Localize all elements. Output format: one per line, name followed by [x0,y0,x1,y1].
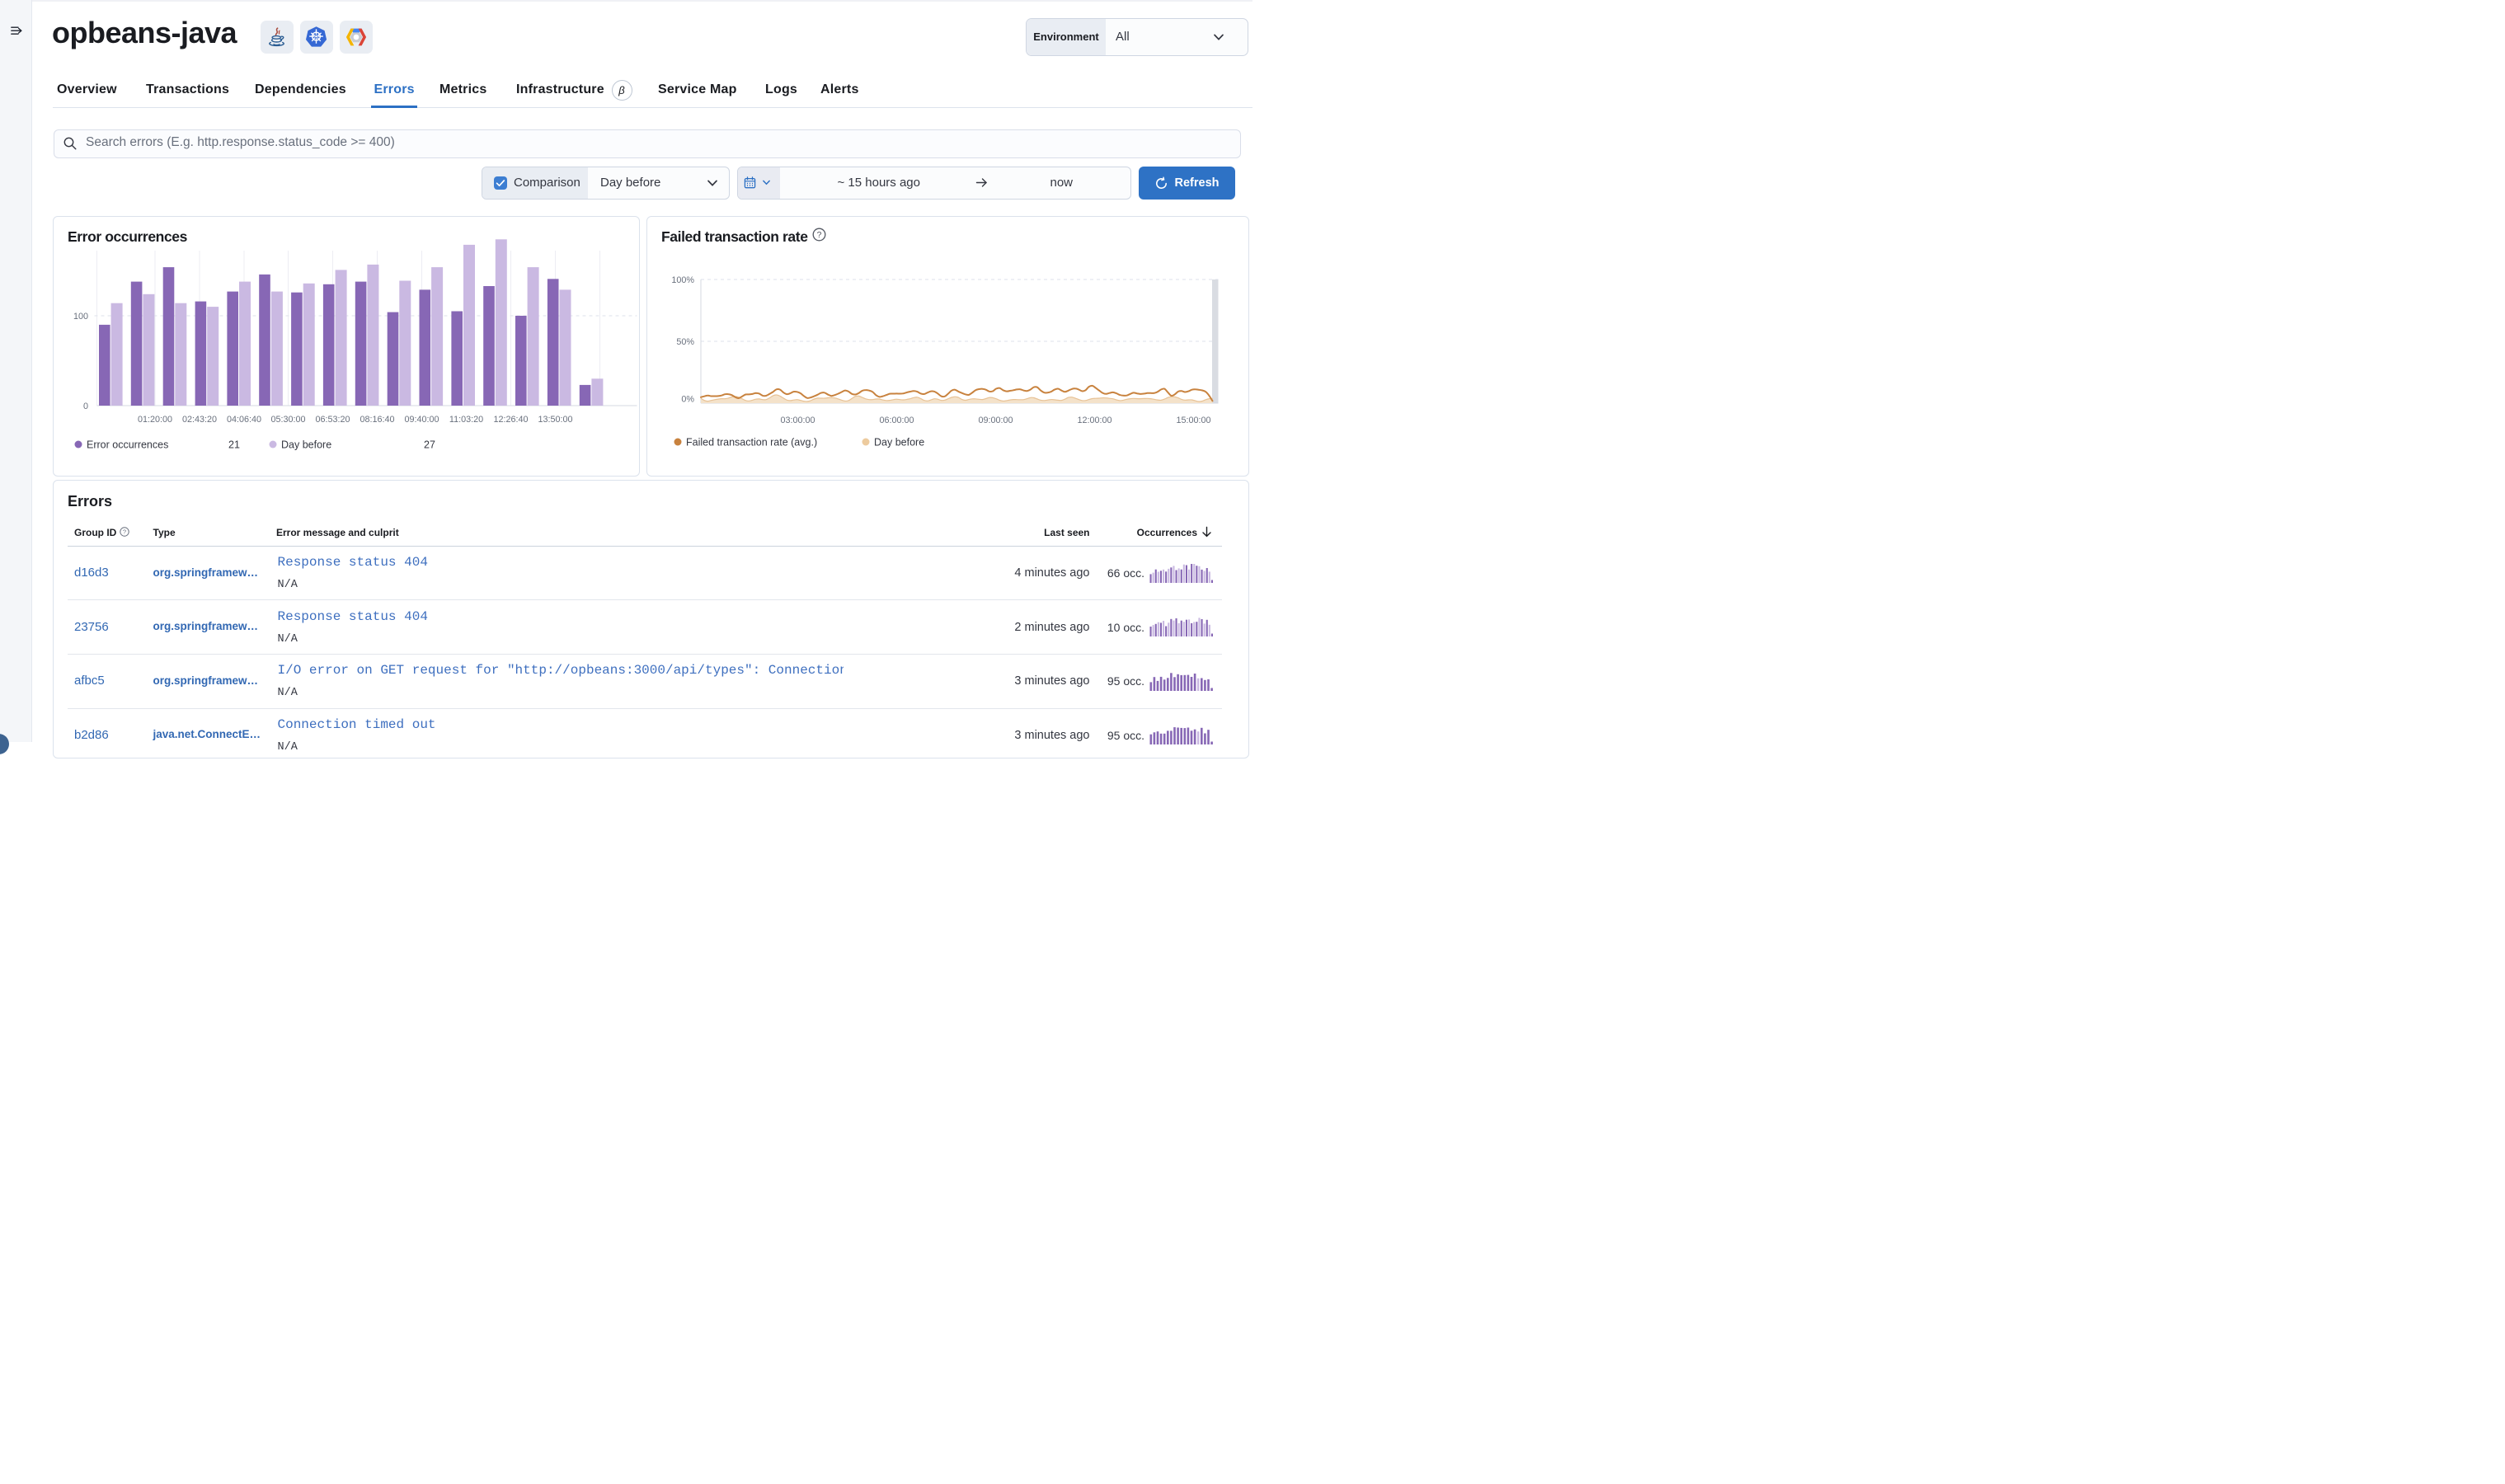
svg-text:12:26:40: 12:26:40 [493,415,528,425]
svg-text:Failed transaction rate (avg.): Failed transaction rate (avg.) [686,437,817,448]
svg-text:Day before: Day before [874,437,924,448]
svg-text:05:30:00: 05:30:00 [270,415,305,425]
svg-text:0: 0 [83,402,88,411]
svg-text:15:00:00: 15:00:00 [1176,416,1210,425]
svg-text:11:03:20: 11:03:20 [449,415,483,425]
svg-text:27: 27 [424,439,435,451]
svg-text:03:00:00: 03:00:00 [780,416,815,425]
svg-text:12:00:00: 12:00:00 [1077,416,1112,425]
svg-text:?: ? [123,528,126,535]
svg-text:09:40:00: 09:40:00 [404,415,439,425]
svg-text:06:53:20: 06:53:20 [315,415,350,425]
svg-text:06:00:00: 06:00:00 [879,416,914,425]
svg-text:01:20:00: 01:20:00 [138,415,172,425]
svg-text:09:00:00: 09:00:00 [978,416,1013,425]
svg-text:21: 21 [228,439,240,451]
svg-text:100: 100 [73,312,88,322]
svg-text:13:50:00: 13:50:00 [538,415,572,425]
svg-text:0%: 0% [681,395,694,405]
svg-text:08:16:40: 08:16:40 [360,415,394,425]
svg-text:100%: 100% [671,275,694,285]
svg-text:Error occurrences: Error occurrences [87,439,168,451]
svg-text:02:43:20: 02:43:20 [182,415,217,425]
svg-text:50%: 50% [676,337,694,347]
svg-text:Day before: Day before [281,439,331,451]
svg-text:04:06:40: 04:06:40 [227,415,261,425]
svg-text:?: ? [817,230,822,240]
